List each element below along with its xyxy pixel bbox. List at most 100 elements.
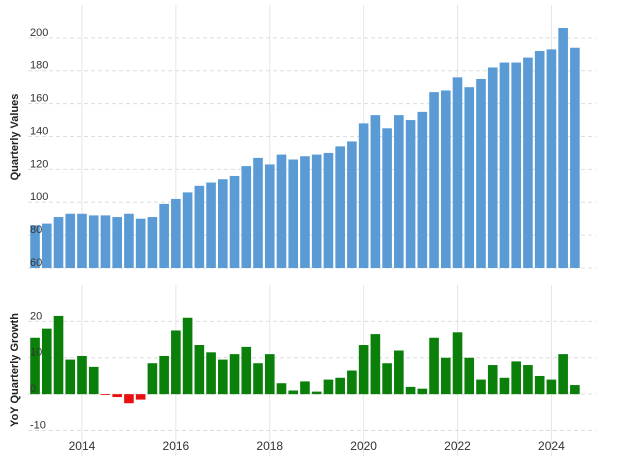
x-tick-label: 2016: [163, 439, 190, 453]
bar: [264, 164, 275, 268]
bar: [323, 379, 334, 395]
bar: [570, 47, 580, 268]
y-tick-label: 0: [30, 383, 36, 395]
bar: [452, 77, 463, 268]
bar: [135, 218, 146, 268]
bar: [487, 67, 498, 269]
bar: [264, 354, 275, 395]
bar: [241, 346, 252, 395]
bar: [511, 361, 522, 395]
y-axis-title: Quarterly Values: [9, 94, 21, 181]
bar: [124, 213, 134, 268]
bar: [288, 390, 299, 395]
bar: [546, 379, 557, 395]
bar: [182, 317, 193, 395]
bar: [41, 223, 52, 268]
y-tick-label: 10: [30, 347, 42, 359]
bar: [241, 166, 252, 268]
bar: [253, 363, 263, 395]
bar: [77, 355, 87, 395]
bar: [30, 225, 40, 268]
bar: [159, 203, 169, 268]
y-tick-label: 20: [30, 310, 42, 322]
bar: [487, 365, 498, 395]
x-tick-label: 2022: [444, 439, 471, 453]
bar: [182, 192, 193, 268]
bar: [288, 159, 299, 268]
bar: [429, 92, 439, 269]
bar: [347, 141, 357, 268]
bar: [417, 111, 428, 268]
y-axis-title: YoY Quarterly Growth: [9, 313, 21, 427]
bar: [30, 337, 40, 395]
bar: [417, 388, 428, 395]
bar: [88, 366, 99, 395]
bar: [534, 51, 545, 269]
bar: [440, 357, 451, 395]
bar: [370, 115, 381, 268]
y-tick-label: 120: [30, 158, 48, 170]
bar: [405, 120, 416, 268]
x-tick-label: 2024: [538, 439, 565, 453]
bar: [135, 394, 146, 400]
bar: [323, 152, 334, 268]
bar: [476, 379, 486, 395]
bar: [276, 383, 287, 395]
x-tick-label: 2020: [350, 439, 377, 453]
bar: [229, 354, 240, 395]
bar: [476, 78, 486, 268]
bar: [100, 215, 111, 268]
bar: [229, 175, 240, 268]
bar: [311, 154, 322, 268]
y-tick-label: 160: [30, 93, 48, 105]
bar: [499, 377, 510, 395]
bar: [464, 87, 475, 268]
bar: [147, 217, 158, 268]
bar: [65, 359, 76, 395]
bar: [534, 375, 545, 395]
bar: [300, 156, 310, 268]
bar: [124, 394, 134, 404]
bar: [217, 359, 228, 395]
bar: [311, 391, 322, 395]
y-tick-label: 80: [30, 224, 42, 236]
bar: [558, 354, 568, 395]
bar: [558, 28, 568, 269]
bar: [100, 394, 111, 395]
y-tick-label: 100: [30, 191, 48, 203]
bar: [88, 215, 99, 268]
bar: [452, 332, 463, 395]
bar: [499, 62, 510, 268]
bar: [194, 185, 205, 268]
bar: [276, 154, 287, 268]
bar: [429, 337, 439, 395]
bar: [358, 345, 369, 395]
bar: [171, 330, 181, 395]
bar: [112, 217, 123, 268]
bar: [53, 315, 64, 395]
y-tick-label: 200: [30, 27, 48, 39]
bar: [523, 365, 533, 395]
bar: [440, 90, 451, 268]
bar: [464, 357, 475, 395]
bar: [511, 62, 522, 268]
bar: [570, 385, 580, 395]
bar: [546, 49, 557, 268]
bar: [394, 350, 404, 395]
y-tick-label: 60: [30, 257, 42, 269]
y-tick-label: 180: [30, 60, 48, 72]
bar: [53, 217, 64, 268]
bar: [77, 213, 87, 268]
y-tick-label: -10: [30, 419, 46, 431]
bar: [394, 115, 404, 268]
bar: [523, 57, 533, 268]
bar: [382, 363, 392, 395]
bar: [347, 370, 357, 395]
bar: [253, 157, 263, 268]
bar: [358, 123, 369, 268]
bar: [300, 381, 310, 395]
bar: [112, 394, 123, 398]
bar: [405, 386, 416, 395]
y-tick-label: 140: [30, 125, 48, 137]
